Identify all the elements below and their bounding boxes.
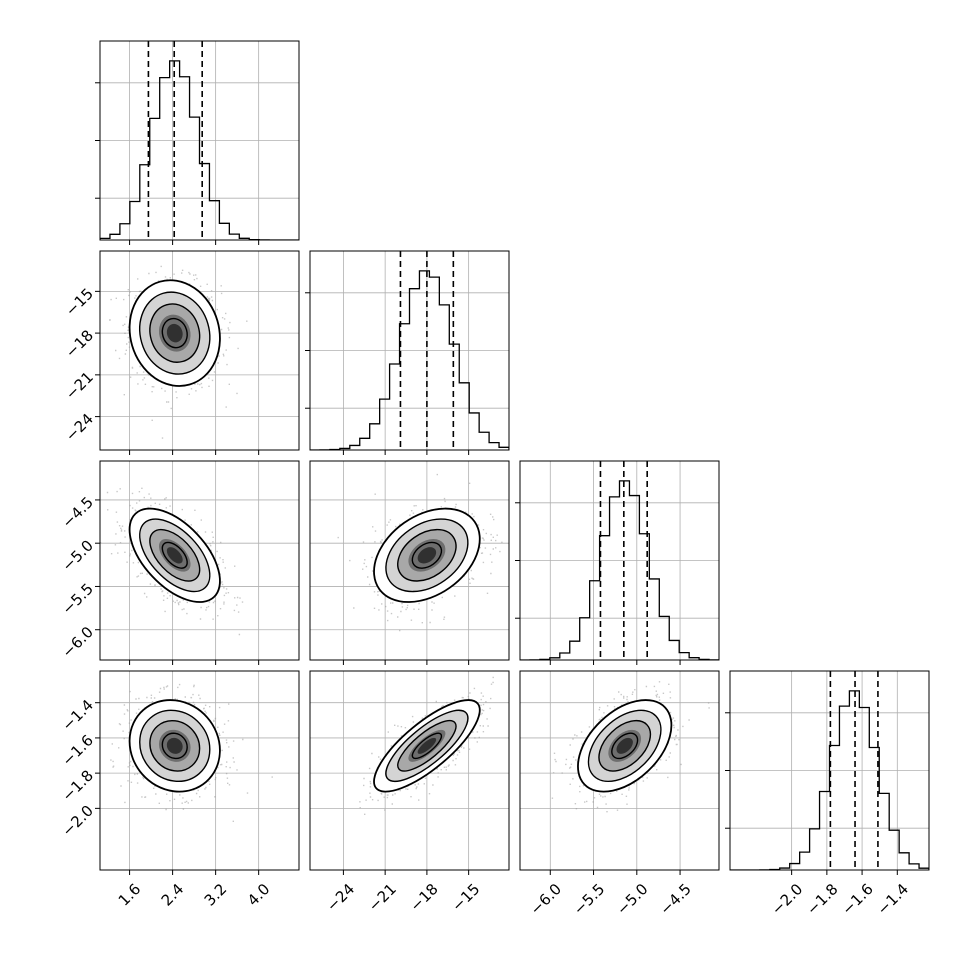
y-tick-label: −5.5 [59,580,97,618]
panel-frame [309,460,510,661]
scatter-panel-3-0: −2.0−1.8−1.6−1.4 1.6 2.4 3.2 4.0 [59,670,300,910]
x-tick-label: −4.5 [656,880,694,918]
y-tick-label: −6.0 [59,623,97,661]
density-contour [417,547,437,564]
panel-frame [519,670,720,871]
histogram-panel-0 [95,40,300,245]
histogram-panel-2 [515,460,720,665]
x-tick-label: 2.4 [158,880,188,910]
y-tick-label: −1.8 [59,766,97,804]
x-tick-label: −18 [407,880,442,915]
panel-frame [729,670,930,871]
histogram-step-line [730,690,929,870]
density-contour [411,541,443,569]
density-contour [417,737,437,754]
histogram-panel-1 [305,250,510,455]
panel-frame [309,670,510,871]
x-tick-label: −15 [448,880,483,915]
scatter-panel-3-1: −24 −21 −18 −15 [309,670,510,915]
x-tick-label: −1.8 [803,880,841,918]
y-tick-label: −1.6 [59,731,97,769]
panel-frame [99,40,300,241]
density-contour [166,547,183,564]
y-tick-label: −15 [62,285,97,320]
scatter-panel-2-0: −6.0 −5.5 −5.0 −4.5 [59,460,300,665]
y-tick-label: −5.0 [59,536,97,574]
x-tick-label: −6.0 [527,880,565,918]
y-tick-label: −21 [62,368,97,403]
panel-frame [99,460,300,661]
density-contour [161,541,188,569]
density-contour [411,732,443,760]
density-contour [166,737,183,754]
y-tick-label: −4.5 [59,493,97,531]
panel-frame [99,670,300,871]
density-contour [166,323,183,343]
histogram-panel-3: −2.0−1.8−1.6−1.4 [725,670,930,919]
histogram-step-line [520,480,719,660]
density-contour [616,737,633,754]
x-tick-label: −21 [365,880,400,915]
x-tick-label: −24 [323,880,358,915]
x-tick-label: −5.0 [613,880,651,918]
x-tick-label: 4.0 [244,880,274,910]
x-tick-label: −2.0 [768,880,806,918]
y-tick-label: −18 [62,326,97,361]
scatter-points [337,473,503,632]
y-tick-label: −2.0 [59,802,97,840]
x-tick-label: 3.2 [201,880,231,910]
x-tick-label: −5.5 [570,880,608,918]
y-tick-label: −1.4 [59,696,97,734]
x-tick-label: −1.6 [838,880,876,918]
scatter-panel-2-1 [309,460,510,665]
scatter-panel-3-2: −6.0 −5.5 −5.0 −4.5 [519,670,720,919]
histogram-step-line [310,270,509,450]
x-tick-label: 1.6 [115,880,145,910]
density-contour [161,732,188,760]
density-contour [611,732,639,760]
density-contour [161,317,188,349]
y-tick-label: −24 [62,410,97,445]
scatter-panel-1-0: −24 −21 −18 −15 [62,250,300,455]
x-tick-label: −1.4 [874,880,912,918]
panel-frame [519,460,720,661]
panel-frame [309,250,510,451]
panel-frame [99,250,300,451]
